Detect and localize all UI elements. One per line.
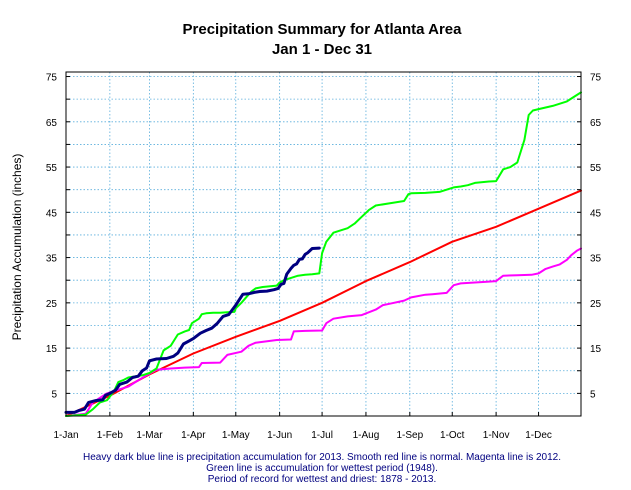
series-line	[65, 247, 582, 417]
axis-ticks: 1-Jan 1-Feb 1-Mar 1-Apr 1-May 1-Jun 1-Jul 1-Aug…	[46, 73, 602, 441]
chart-subtitle: Jan 1 - Dec 31	[272, 41, 372, 58]
y-tick-label-right: 25	[590, 299, 602, 310]
x-tick-label: 1-Jun	[267, 430, 292, 441]
y-tick-label-left: 35	[46, 254, 58, 265]
y-tick-label-left: 15	[46, 344, 58, 355]
y-tick-label-left: 5	[51, 389, 57, 400]
y-tick-label-right: 15	[590, 344, 602, 355]
x-tick-label: 1-Oct	[440, 430, 465, 441]
footnote-line-2: Green line is accumulation for wettest p…	[206, 463, 438, 474]
y-tick-label-right: 65	[590, 118, 602, 129]
y-axis-label: Precipitation Accumulation (inches)	[10, 154, 24, 341]
x-tick-label: 1-Apr	[181, 430, 206, 441]
y-tick-label-right: 45	[590, 208, 602, 219]
footnote-line-1: Heavy dark blue line is precipitation ac…	[83, 452, 561, 463]
x-tick-label: 1-Jul	[311, 430, 333, 441]
footnote-line-3: Period of record for wettest and driest:…	[208, 474, 436, 485]
y-tick-label-left: 45	[46, 208, 58, 219]
chart-title: Precipitation Summary for Atlanta Area	[183, 21, 463, 38]
series-line	[65, 91, 582, 417]
series-line	[65, 189, 582, 417]
y-tick-label-right: 55	[590, 163, 602, 174]
x-tick-label: 1-Nov	[483, 430, 510, 441]
y-tick-label-right: 75	[590, 73, 602, 84]
gridlines	[65, 72, 581, 416]
x-tick-label: 1-Mar	[136, 430, 163, 441]
x-tick-label: 1-Jan	[53, 430, 78, 441]
y-tick-label-left: 55	[46, 163, 58, 174]
y-tick-label-left: 75	[46, 73, 58, 84]
x-tick-label: 1-Aug	[353, 430, 380, 441]
y-tick-label-left: 25	[46, 299, 58, 310]
plot-frame	[65, 71, 582, 417]
x-tick-label: 1-Sep	[396, 430, 423, 441]
y-tick-label-left: 65	[46, 118, 58, 129]
x-tick-label: 1-Feb	[97, 430, 124, 441]
series-line	[64, 246, 321, 414]
x-tick-label: 1-Dec	[525, 430, 552, 441]
y-tick-label-right: 35	[590, 254, 602, 265]
y-tick-label-right: 5	[590, 389, 596, 400]
data-series	[64, 91, 582, 417]
x-tick-label: 1-May	[222, 430, 250, 441]
